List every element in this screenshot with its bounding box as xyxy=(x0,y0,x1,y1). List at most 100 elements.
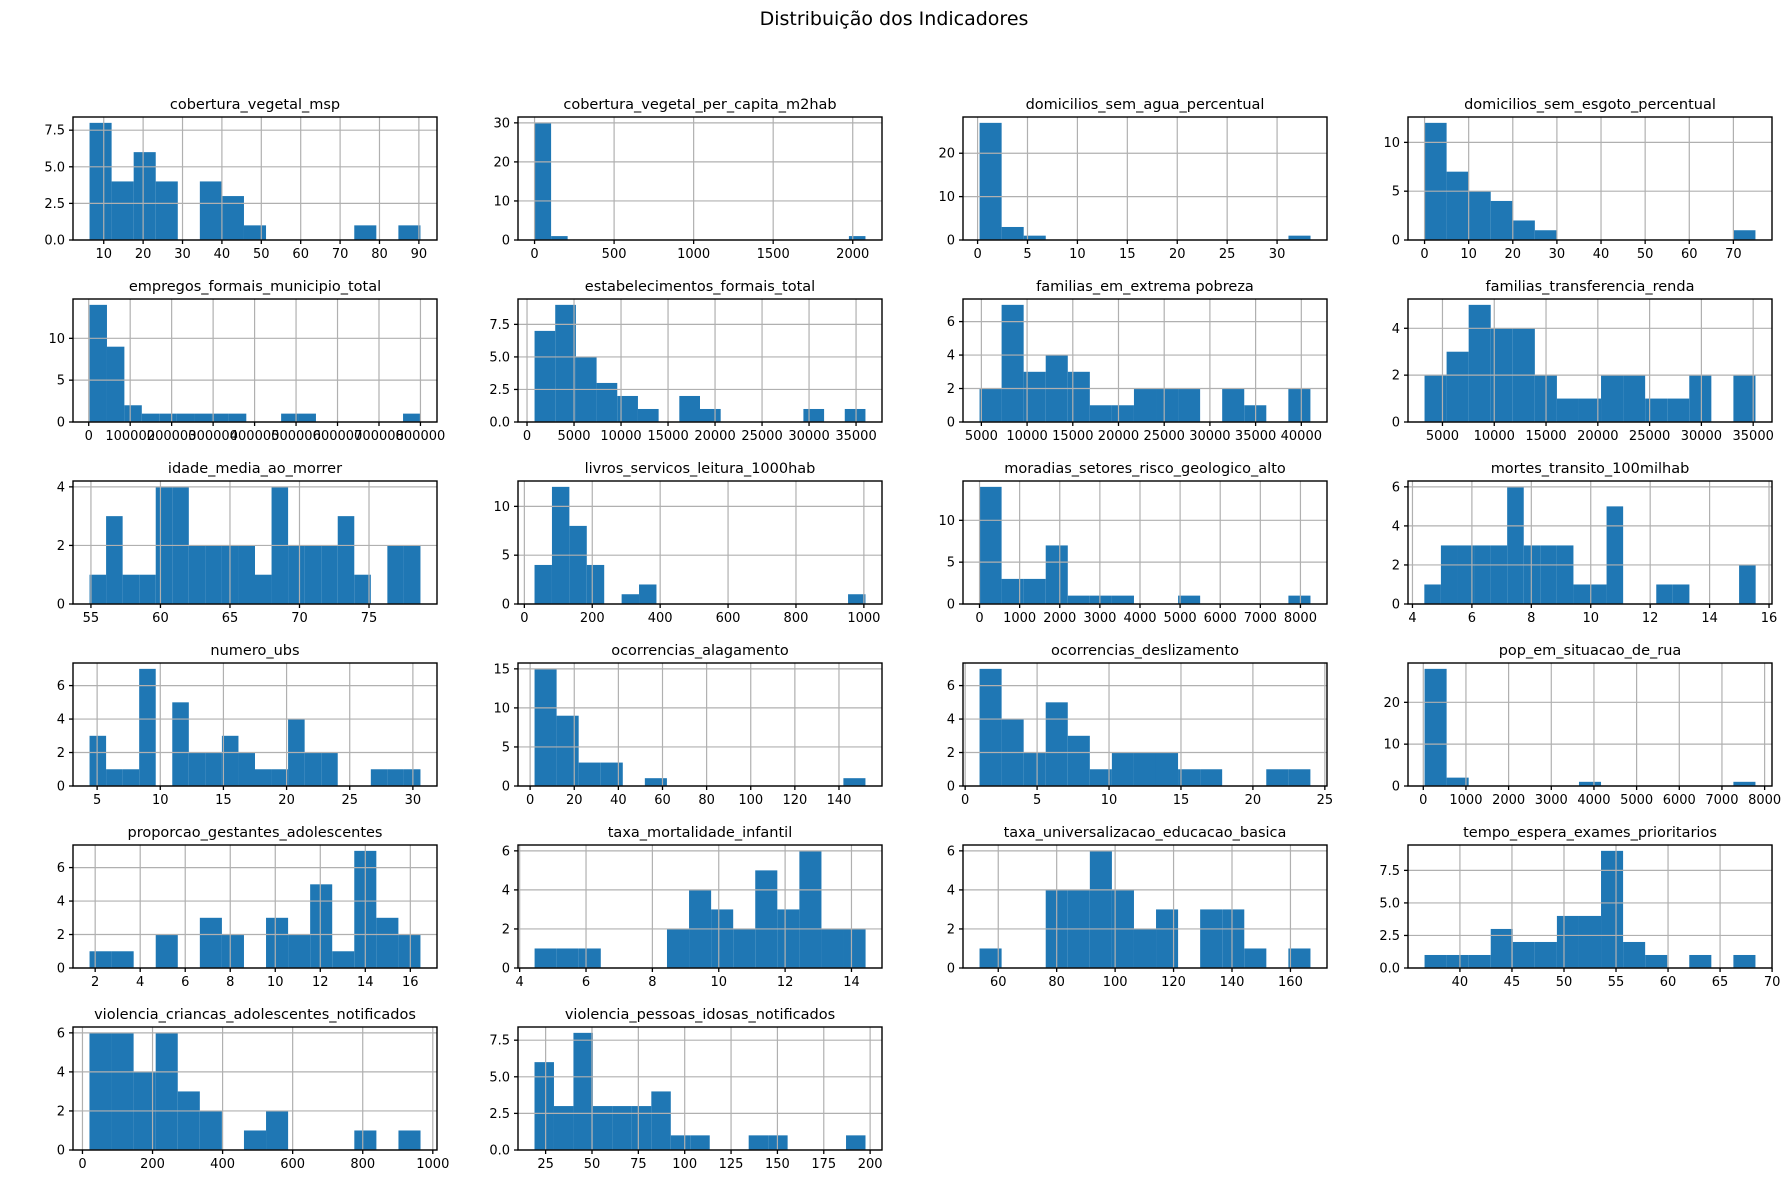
y-tick-label: 0 xyxy=(1392,598,1400,613)
histogram-bar xyxy=(573,1032,593,1150)
x-tick-label: 10000 xyxy=(1006,429,1047,444)
subplot-numero_ubs: 5 10 15 20 25 30 0 2 4 6 numero_ubs xyxy=(57,643,438,808)
x-tick-label: 2000 xyxy=(1492,793,1525,808)
histogram-bar xyxy=(1288,769,1311,786)
y-tick-label: 6 xyxy=(947,315,955,330)
x-tick-label: 1500 xyxy=(757,247,790,262)
x-tick-label: 20000 xyxy=(1577,429,1618,444)
histogram-bar xyxy=(1689,375,1712,422)
axes-spine xyxy=(1407,480,1773,605)
x-tick-label: 1000 xyxy=(1449,793,1482,808)
histogram-bar xyxy=(1089,595,1112,604)
axes-spine xyxy=(517,480,883,605)
x-tick-label: 5000 xyxy=(1164,611,1197,626)
x-tick-label: 0 xyxy=(1419,793,1427,808)
y-tick-label: 20 xyxy=(938,147,955,162)
x-tick-label: 0 xyxy=(526,793,534,808)
histogram-bar xyxy=(534,330,556,422)
x-tick-label: 8 xyxy=(1527,611,1535,626)
histogram-bar xyxy=(534,1062,554,1150)
histogram-bar xyxy=(666,928,690,968)
histogram-bar xyxy=(321,545,338,604)
subplot-title: idade_media_ao_morrer xyxy=(168,461,342,477)
y-tick-label: 5 xyxy=(502,549,510,564)
x-tick-label: 6000 xyxy=(1663,793,1696,808)
x-tick-label: 30000 xyxy=(788,429,829,444)
y-tick-label: 0 xyxy=(502,780,510,795)
histogram-bar xyxy=(1424,954,1447,968)
histogram-bar xyxy=(106,516,123,604)
histogram-bar xyxy=(690,1135,710,1150)
histogram-bar xyxy=(592,1106,613,1150)
histogram-bar xyxy=(403,413,421,422)
histogram-bar xyxy=(177,1091,200,1150)
histogram-bar xyxy=(1023,578,1046,604)
x-tick-label: 10 xyxy=(152,793,169,808)
y-tick-label: 0 xyxy=(502,962,510,977)
histogram-bar xyxy=(843,928,866,968)
histogram-bar xyxy=(1689,954,1712,968)
histogram-bar xyxy=(398,934,421,968)
y-tick-label: 10 xyxy=(493,701,510,716)
x-tick-label: 6 xyxy=(582,975,590,990)
histogram-bar xyxy=(122,574,140,604)
histogram-bar xyxy=(89,122,112,240)
histogram-bar xyxy=(337,516,355,604)
x-tick-label: 400 xyxy=(210,1157,235,1172)
subplot-title: violencia_criancas_adolescentes_notifica… xyxy=(94,1007,416,1023)
y-tick-label: 5.0 xyxy=(44,160,65,175)
histogram-bar xyxy=(578,762,601,786)
x-tick-label: 30 xyxy=(174,247,191,262)
y-tick-label: 5 xyxy=(57,374,65,389)
x-tick-label: 70 xyxy=(332,247,349,262)
histogram-bar xyxy=(651,1091,671,1150)
histogram-bar xyxy=(1490,928,1513,968)
subplot-tempo_espera_exames_prioritarios: 40 45 50 55 60 65 70 0.0 2.5 5.0 7.5 tempo_espera_e… xyxy=(1379,825,1780,990)
x-tick-label: 8000 xyxy=(1748,793,1781,808)
histogram-bar xyxy=(354,225,377,240)
figure-title: Distribuição dos Indicadores xyxy=(759,8,1029,30)
x-tick-label: 1000 xyxy=(677,247,710,262)
histogram-bar xyxy=(111,181,134,240)
histogram-bar xyxy=(1623,375,1646,422)
histogram-bar xyxy=(255,769,272,786)
x-tick-label: 6000 xyxy=(1204,611,1237,626)
subplot-violencia_pessoas_idosas_notificados: 25 50 75 100 125 150 175 200 0.0 2.5 5.0 7.5 violenc… xyxy=(489,1007,883,1172)
x-tick-label: 10 xyxy=(1582,611,1599,626)
x-tick-label: 40000 xyxy=(1281,429,1322,444)
histogram-bar xyxy=(569,525,587,604)
x-tick-label: 20 xyxy=(1505,247,1522,262)
x-tick-label: 15000 xyxy=(1052,429,1093,444)
x-tick-label: 20 xyxy=(1245,793,1262,808)
histogram-bar xyxy=(1001,578,1024,604)
x-tick-label: 8000 xyxy=(1284,611,1317,626)
histogram-bar xyxy=(1645,954,1668,968)
axes-spine xyxy=(517,844,883,969)
axes-spine xyxy=(517,116,883,241)
histogram-bar xyxy=(1222,909,1245,968)
x-tick-label: 20 xyxy=(1169,247,1186,262)
x-tick-label: 30 xyxy=(1269,247,1286,262)
y-tick-label: 6 xyxy=(947,844,955,859)
subplot-familias_em_extrema pobreza: 5000 10000 15000 20000 25000 30000 35000 40000 0… xyxy=(947,279,1328,444)
x-tick-label: 200 xyxy=(580,611,605,626)
y-tick-label: 0 xyxy=(1392,416,1400,431)
x-tick-label: 8 xyxy=(648,975,656,990)
x-tick-label: 10 xyxy=(1069,247,1086,262)
histogram-bar xyxy=(1045,545,1068,604)
y-tick-label: 2 xyxy=(1392,369,1400,384)
histogram-bar xyxy=(1623,941,1646,968)
histogram-bar xyxy=(139,668,156,786)
histogram-bar xyxy=(1288,948,1311,968)
x-tick-label: 1000 xyxy=(1003,611,1036,626)
x-tick-label: 2000 xyxy=(836,247,869,262)
y-tick-label: 5 xyxy=(1392,185,1400,200)
y-tick-label: 10 xyxy=(493,194,510,209)
histogram-bar xyxy=(1507,486,1524,604)
x-tick-label: 2 xyxy=(91,975,99,990)
x-tick-label: 75 xyxy=(630,1157,647,1172)
y-tick-label: 4 xyxy=(1392,322,1400,337)
x-tick-label: 120 xyxy=(1161,975,1186,990)
histogram-bar xyxy=(332,951,355,968)
